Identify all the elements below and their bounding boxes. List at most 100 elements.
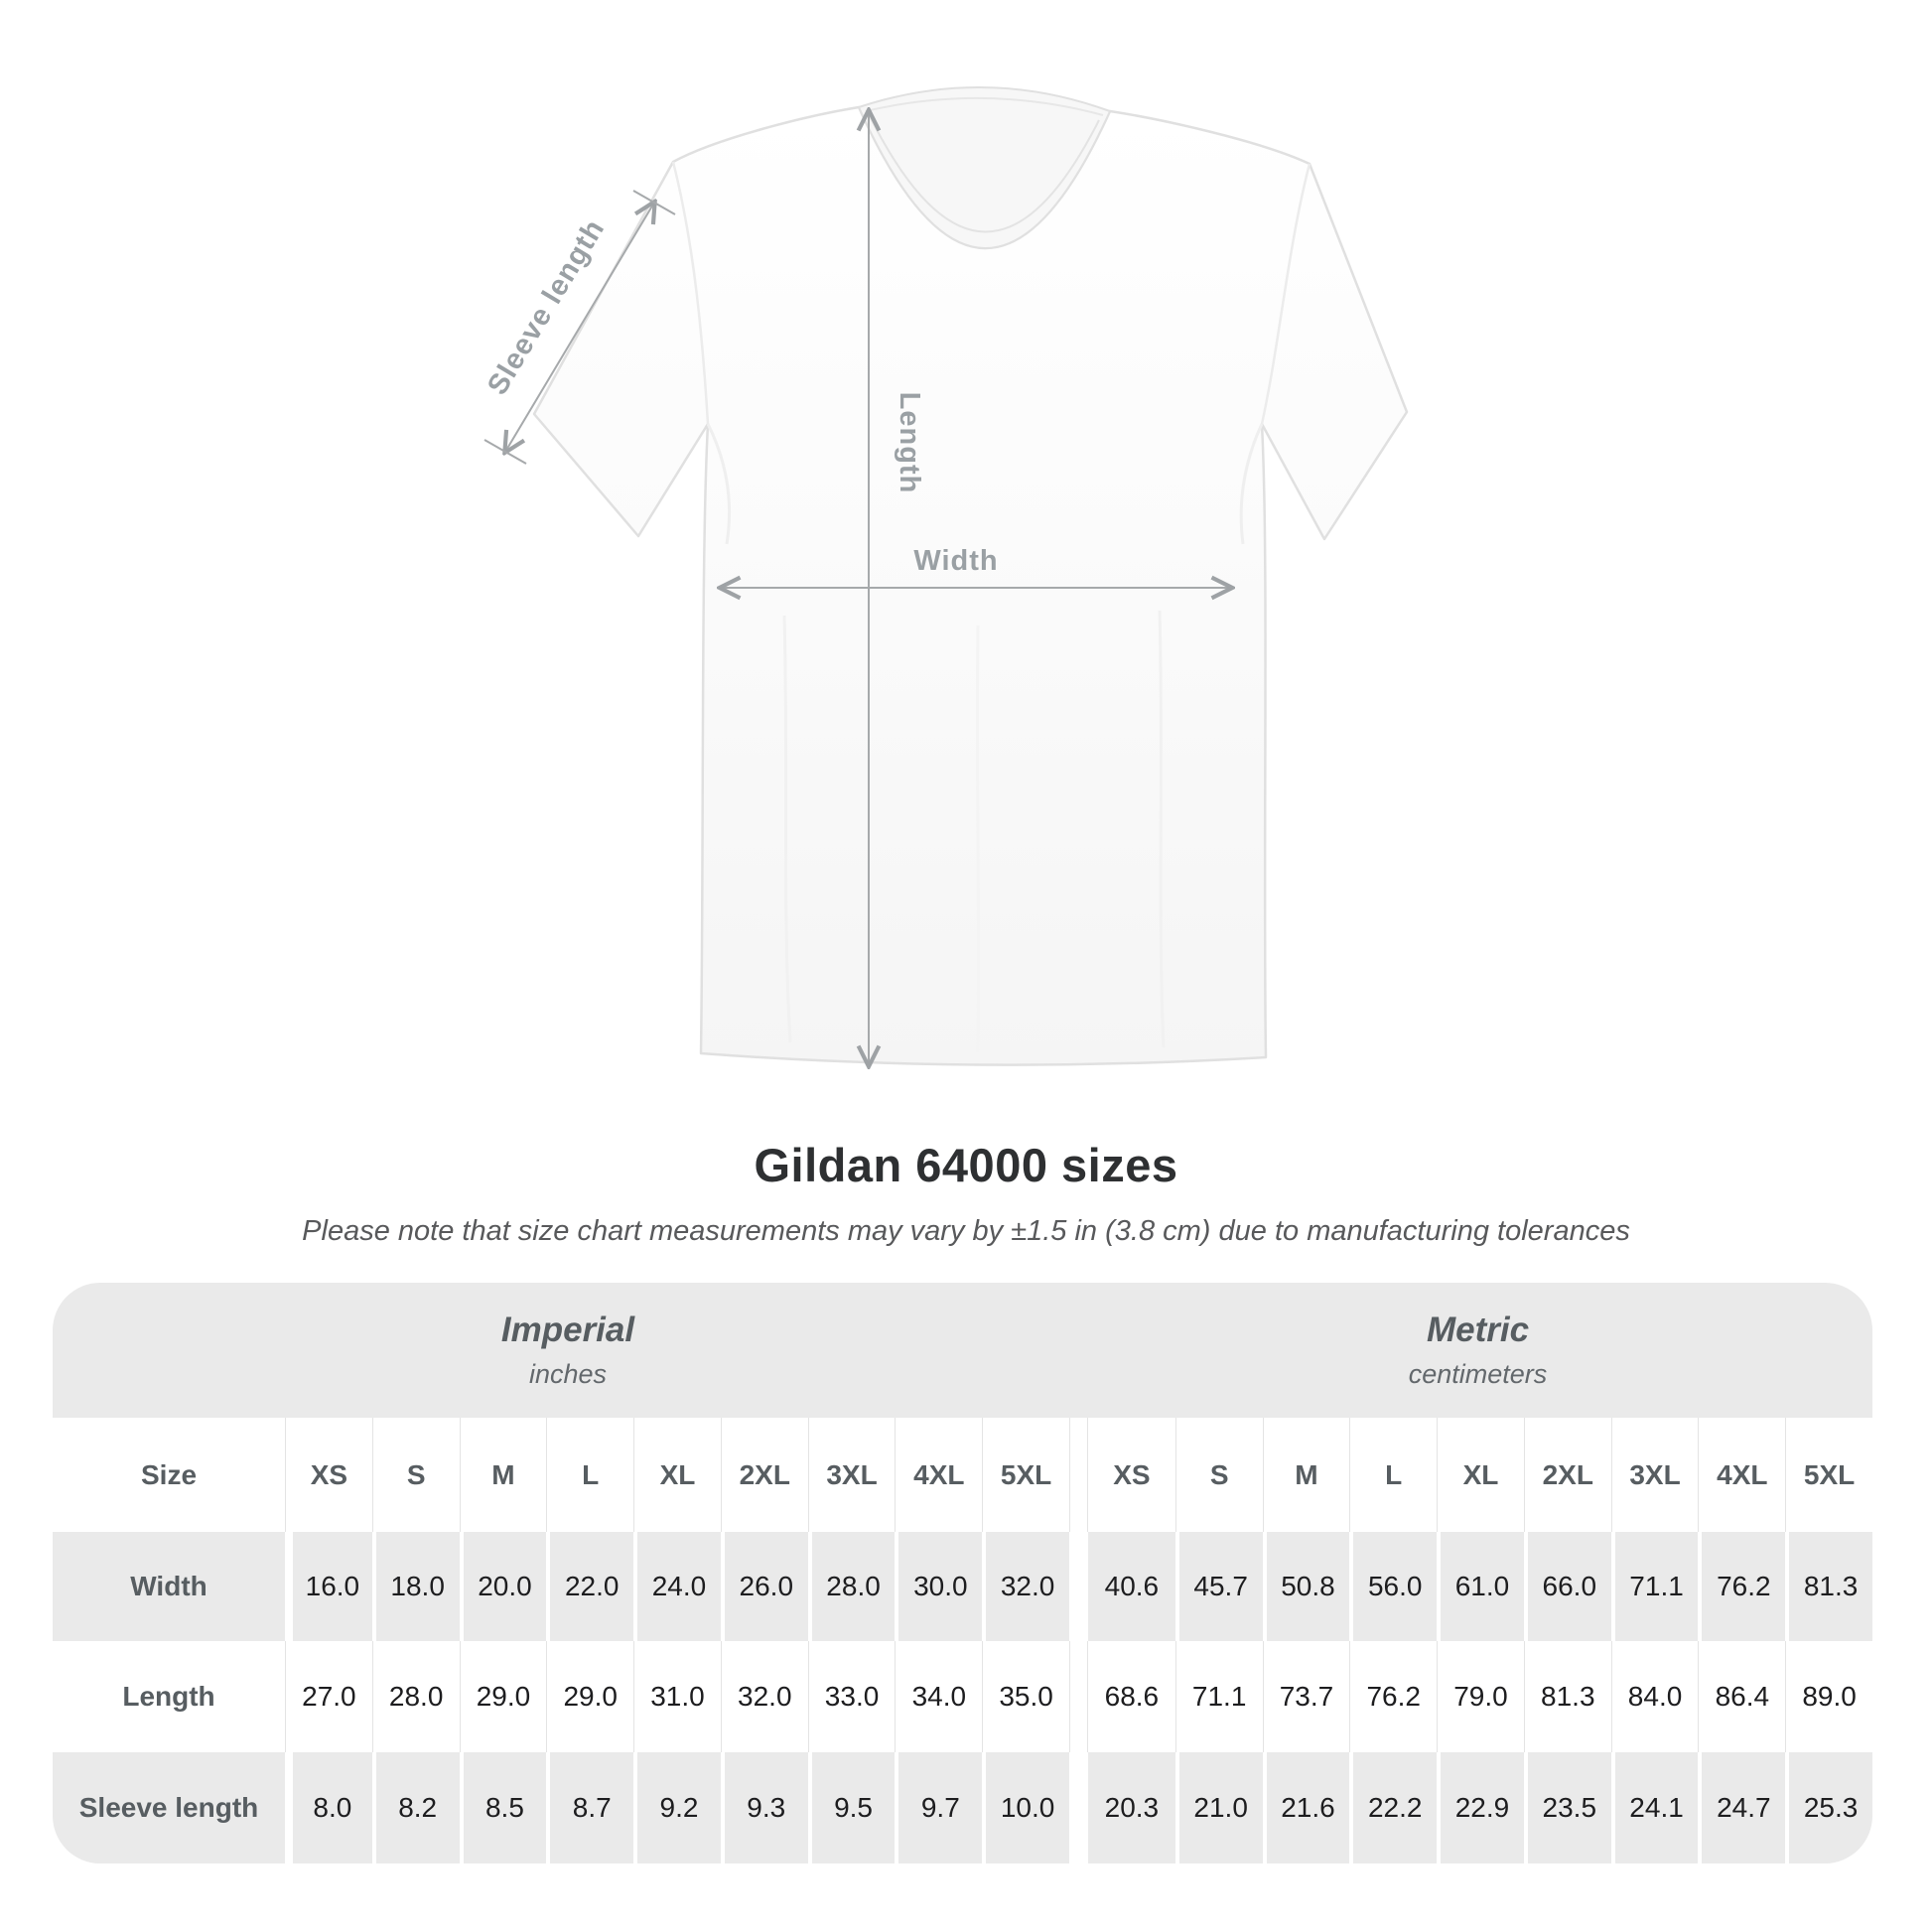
tolerance-note: Please note that size chart measurements… xyxy=(302,1215,1630,1247)
table-cell: 16.0 xyxy=(285,1532,372,1641)
length-label: Length xyxy=(894,392,925,494)
sleeve-tick-bottom xyxy=(483,439,527,465)
table-cell: 33.0 xyxy=(807,1641,896,1752)
size-col-header: L xyxy=(546,1418,634,1532)
table-cell: 25.3 xyxy=(1785,1752,1872,1863)
table-cell: 50.8 xyxy=(1262,1532,1350,1641)
table-cell: 35.0 xyxy=(982,1641,1069,1752)
table-cell: 34.0 xyxy=(895,1641,983,1752)
table-cell: 9.5 xyxy=(807,1752,896,1863)
table-cell: 68.6 xyxy=(1088,1641,1175,1752)
size-corner-header: Size xyxy=(53,1418,285,1532)
group-divider xyxy=(1069,1641,1088,1752)
table-cell: 26.0 xyxy=(720,1532,808,1641)
size-col-header: XS xyxy=(285,1418,372,1532)
table-cell: 81.3 xyxy=(1785,1532,1872,1641)
table-cell: 18.0 xyxy=(371,1532,460,1641)
imperial-unit: inches xyxy=(528,1359,608,1389)
table-cell: 84.0 xyxy=(1610,1641,1699,1752)
table-cell: 30.0 xyxy=(895,1532,983,1641)
table-cell: 32.0 xyxy=(982,1532,1069,1641)
metric-unit: centimeters xyxy=(1408,1359,1548,1389)
table-cell: 8.5 xyxy=(459,1752,547,1863)
table-cell: 9.7 xyxy=(895,1752,983,1863)
imperial-label: Imperial xyxy=(500,1311,635,1349)
table-cell: 10.0 xyxy=(982,1752,1069,1863)
page-title: Gildan 64000 sizes xyxy=(754,1139,1178,1191)
table-cell: 89.0 xyxy=(1785,1641,1872,1752)
table-cell: 9.3 xyxy=(720,1752,808,1863)
collar xyxy=(857,85,1112,249)
table-cell: 8.0 xyxy=(285,1752,372,1863)
row-label-width: Width xyxy=(53,1532,285,1641)
group-divider xyxy=(1069,1752,1088,1863)
size-col-header: 4XL xyxy=(895,1418,983,1532)
tshirt-diagram: Length Width Sleeve length xyxy=(482,85,1409,1112)
sleeve-tick-top xyxy=(632,190,676,215)
metric-label: Metric xyxy=(1426,1311,1530,1349)
table-cell: 21.6 xyxy=(1262,1752,1350,1863)
table-cell: 23.5 xyxy=(1523,1752,1611,1863)
size-col-header: 4XL xyxy=(1698,1418,1786,1532)
table-cell: 27.0 xyxy=(285,1641,372,1752)
size-col-header: 3XL xyxy=(807,1418,896,1532)
table-cell: 79.0 xyxy=(1437,1641,1524,1752)
size-col-header: 5XL xyxy=(1785,1418,1872,1532)
group-divider xyxy=(1069,1418,1088,1532)
width-label: Width xyxy=(913,545,998,577)
table-cell: 20.0 xyxy=(459,1532,547,1641)
size-col-header: 2XL xyxy=(720,1418,808,1532)
row-label-sleeve-length: Sleeve length xyxy=(53,1752,285,1863)
size-col-header: M xyxy=(1262,1418,1350,1532)
sleeve-length-arrow xyxy=(505,203,654,452)
table-cell: 29.0 xyxy=(459,1641,547,1752)
table-cell: 24.0 xyxy=(633,1532,721,1641)
table-cell: 24.1 xyxy=(1610,1752,1699,1863)
size-col-header: M xyxy=(459,1418,547,1532)
table-cell: 31.0 xyxy=(633,1641,721,1752)
width-dimension: Width xyxy=(721,545,1231,588)
imperial-group-header: Imperial inches xyxy=(53,1283,1083,1418)
table-cell: 66.0 xyxy=(1523,1532,1611,1641)
table-cell: 76.2 xyxy=(1698,1532,1786,1641)
size-col-header: L xyxy=(1349,1418,1438,1532)
table-cell: 29.0 xyxy=(546,1641,634,1752)
table-cell: 8.2 xyxy=(371,1752,460,1863)
table-cell: 45.7 xyxy=(1174,1532,1263,1641)
metric-group-header: Metric centimeters xyxy=(1083,1283,1872,1418)
table-cell: 86.4 xyxy=(1698,1641,1786,1752)
size-col-header: XL xyxy=(633,1418,721,1532)
unit-group-band: Imperial inches Metric centimeters xyxy=(53,1283,1872,1418)
table-cell: 76.2 xyxy=(1349,1641,1438,1752)
table-cell: 40.6 xyxy=(1088,1532,1175,1641)
table-cell: 28.0 xyxy=(807,1532,896,1641)
size-col-header: 3XL xyxy=(1610,1418,1699,1532)
size-col-header: 2XL xyxy=(1523,1418,1611,1532)
table-cell: 32.0 xyxy=(720,1641,808,1752)
table-cell: 9.2 xyxy=(633,1752,721,1863)
table-cell: 61.0 xyxy=(1437,1532,1524,1641)
table-cell: 8.7 xyxy=(546,1752,634,1863)
row-label-length: Length xyxy=(53,1641,285,1752)
size-col-header: XL xyxy=(1437,1418,1524,1532)
size-col-header: S xyxy=(1174,1418,1263,1532)
table-cell: 22.0 xyxy=(546,1532,634,1641)
table-cell: 28.0 xyxy=(371,1641,460,1752)
size-col-header: S xyxy=(371,1418,460,1532)
size-col-header: XS xyxy=(1088,1418,1175,1532)
table-cell: 24.7 xyxy=(1698,1752,1786,1863)
table-cell: 71.1 xyxy=(1174,1641,1263,1752)
group-divider xyxy=(1069,1532,1088,1641)
table-cell: 73.7 xyxy=(1262,1641,1350,1752)
table-cell: 56.0 xyxy=(1349,1532,1438,1641)
size-col-header: 5XL xyxy=(982,1418,1069,1532)
size-grid: Size XS S M L XL 2XL 3XL 4XL 5XL XS S M … xyxy=(53,1418,1872,1863)
table-cell: 71.1 xyxy=(1610,1532,1699,1641)
table-cell: 21.0 xyxy=(1174,1752,1263,1863)
table-cell: 81.3 xyxy=(1523,1641,1611,1752)
size-table: Imperial inches Metric centimeters Size … xyxy=(53,1283,1872,1863)
table-cell: 22.9 xyxy=(1437,1752,1524,1863)
table-cell: 22.2 xyxy=(1349,1752,1438,1863)
table-cell: 20.3 xyxy=(1088,1752,1175,1863)
